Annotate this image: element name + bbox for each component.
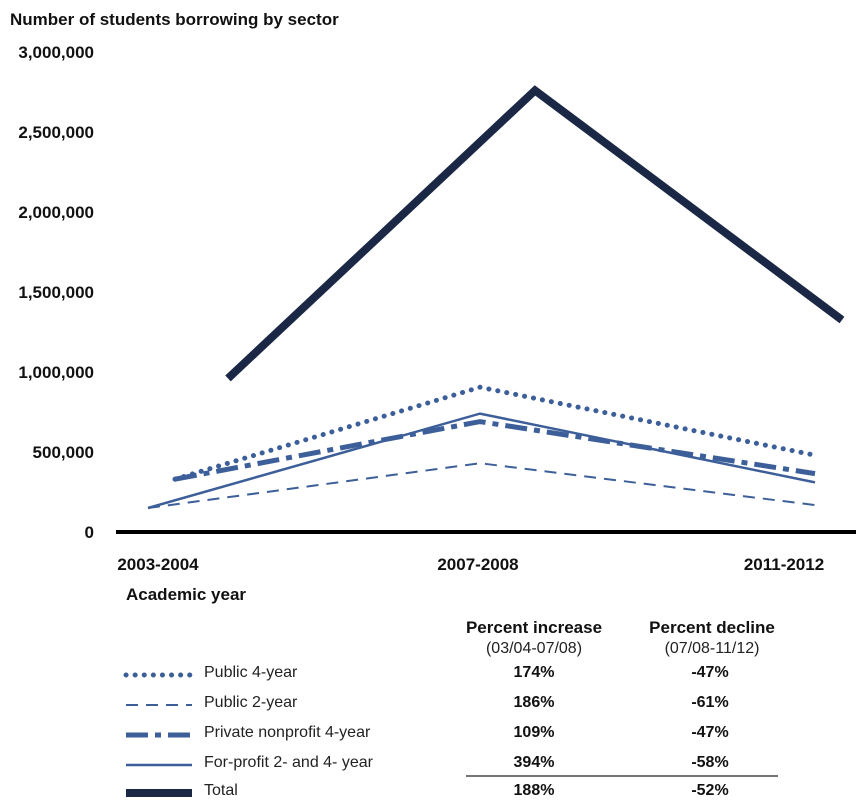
y-tick-label: 0 bbox=[85, 523, 94, 542]
y-tick-label: 500,000 bbox=[33, 443, 94, 462]
y-tick-label: 1,500,000 bbox=[18, 283, 94, 302]
series-line-2 bbox=[174, 419, 816, 482]
percent-increase-cell: 109% bbox=[513, 724, 555, 741]
percent-decline-cell: -52% bbox=[691, 782, 729, 799]
percent-decline-cell: -47% bbox=[691, 664, 729, 681]
chart-title: Number of students borrowing by sector bbox=[10, 10, 339, 29]
col-decline-header: Percent decline bbox=[649, 618, 775, 637]
legend-label: Public 2-year bbox=[204, 694, 298, 711]
series-line-1 bbox=[147, 462, 816, 509]
line-chart: 0 500,000 1,000,000 1,500,000 2,000,000 2,500… bbox=[18, 43, 856, 574]
percent-decline-cell: -47% bbox=[691, 724, 729, 741]
x-tick-label: 2011-2012 bbox=[744, 555, 824, 574]
col-increase-subheader: (03/04-07/08) bbox=[485, 640, 583, 657]
series-line-3 bbox=[147, 412, 816, 510]
percent-increase-cell: 186% bbox=[513, 694, 555, 711]
series-line-0 bbox=[172, 384, 818, 482]
y-tick-label: 2,000,000 bbox=[18, 203, 94, 222]
percent-increase-cell: 394% bbox=[513, 754, 555, 771]
legend-label: Private nonprofit 4-year bbox=[204, 724, 371, 741]
legend-label: Total bbox=[204, 782, 238, 799]
percent-increase-cell: 174% bbox=[513, 664, 555, 681]
legend-label: Public 4-year bbox=[204, 664, 298, 681]
percent-decline-cell: -58% bbox=[691, 754, 729, 771]
col-increase-header: Percent increase bbox=[465, 618, 603, 637]
percent-decline-cell: -61% bbox=[691, 694, 729, 711]
legend-label: For-profit 2- and 4- year bbox=[204, 754, 373, 771]
percent-increase-cell: 188% bbox=[513, 782, 555, 799]
y-tick-label: 1,000,000 bbox=[18, 363, 94, 382]
col-decline-subheader: (07/08-11/12) bbox=[664, 640, 760, 657]
y-tick-label: 3,000,000 bbox=[18, 43, 94, 62]
y-tick-label: 2,500,000 bbox=[18, 123, 94, 142]
x-axis-label: Academic year bbox=[126, 585, 247, 604]
x-tick-label: 2007-2008 bbox=[437, 555, 518, 574]
series-line-4 bbox=[225, 85, 845, 382]
x-tick-label: 2003-2004 bbox=[117, 555, 199, 574]
